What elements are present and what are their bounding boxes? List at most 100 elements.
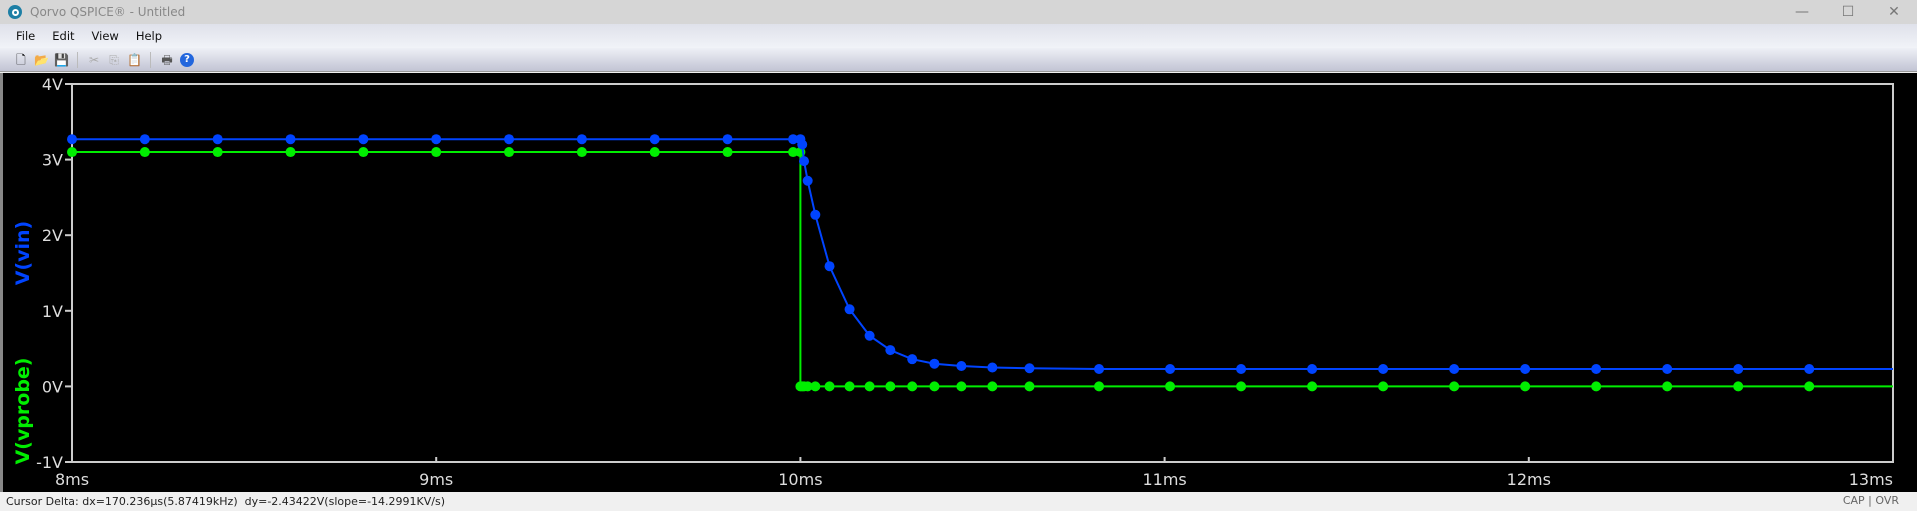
status-bar: Cursor Delta: dx=170.236µs(5.87419kHz) d… <box>0 492 1917 511</box>
data-point <box>431 134 442 145</box>
data-point <box>1804 381 1815 392</box>
series-line-vprobe <box>72 151 1893 388</box>
toolbar: 🗋 📂 💾 ✂ ⎘ 📋 🖶 ? <box>0 48 1917 72</box>
data-point <box>810 209 821 220</box>
data-point <box>67 147 77 158</box>
menu-bar: File Edit View Help <box>0 24 1917 48</box>
data-point <box>1804 364 1815 375</box>
data-point <box>824 261 835 272</box>
title-bar: Qorvo QSPICE® - Untitled — ☐ ✕ <box>0 0 1917 24</box>
x-tick-label: 10ms <box>778 470 822 489</box>
data-point <box>1520 381 1531 392</box>
data-point <box>1520 364 1531 375</box>
x-tick-label: 13ms <box>1849 470 1893 489</box>
data-point <box>929 381 940 392</box>
data-point <box>504 147 515 158</box>
data-point <box>1307 364 1318 375</box>
data-point <box>885 381 896 392</box>
data-point <box>67 134 77 145</box>
data-point <box>987 362 998 373</box>
data-point <box>797 139 808 150</box>
paste-icon[interactable]: 📋 <box>127 52 142 67</box>
data-point <box>649 147 660 158</box>
data-point <box>1236 381 1247 392</box>
print-icon[interactable]: 🖶 <box>161 52 173 67</box>
data-point <box>1378 364 1389 375</box>
cut-icon[interactable]: ✂ <box>88 52 100 67</box>
data-point <box>1733 364 1744 375</box>
y-tick-label: 2V <box>42 226 63 245</box>
help-icon[interactable]: ? <box>180 52 194 67</box>
data-point <box>139 147 150 158</box>
menu-edit[interactable]: Edit <box>52 29 75 43</box>
data-point <box>799 156 810 167</box>
data-point <box>1591 381 1602 392</box>
menu-view[interactable]: View <box>91 29 119 43</box>
waveform-chart: -1V 0V 1V 2V 3V 4V 8ms 9ms 10ms 11ms 12ms 13ms V(vi… <box>12 75 1894 489</box>
new-file-icon[interactable]: 🗋 <box>16 52 26 67</box>
y-tick-label: 1V <box>42 302 63 321</box>
data-point <box>956 381 967 392</box>
data-point <box>1449 381 1460 392</box>
data-point <box>576 134 587 145</box>
data-point <box>1165 381 1176 392</box>
save-icon[interactable]: 💾 <box>54 52 69 67</box>
plot-frame <box>71 83 1894 463</box>
close-button[interactable]: ✕ <box>1888 4 1900 20</box>
menu-help[interactable]: Help <box>135 29 163 43</box>
data-point <box>864 330 875 341</box>
toolbar-separator <box>150 51 151 68</box>
x-tick-label: 12ms <box>1507 470 1551 489</box>
data-point <box>1378 381 1389 392</box>
data-point <box>212 134 223 145</box>
data-point <box>1024 363 1035 374</box>
legend-vin[interactable]: V(vin) <box>12 221 34 286</box>
data-point <box>907 381 918 392</box>
data-point <box>1591 364 1602 375</box>
data-point <box>864 381 875 392</box>
data-point <box>1662 381 1673 392</box>
data-point <box>722 134 733 145</box>
maximize-button[interactable]: ☐ <box>1841 4 1855 20</box>
menu-file[interactable]: File <box>16 29 36 43</box>
data-point <box>649 134 660 145</box>
data-point <box>802 381 813 392</box>
toolbar-separator <box>77 51 78 68</box>
y-tick-label: 0V <box>42 377 63 396</box>
waveform-plot[interactable]: -1V 0V 1V 2V 3V 4V 8ms 9ms 10ms 11ms 12ms 13ms V(vi… <box>0 73 1917 492</box>
data-point <box>929 358 940 369</box>
data-point <box>788 134 799 145</box>
data-point <box>1094 364 1105 375</box>
data-point <box>956 360 967 371</box>
cursor-delta-readout: Cursor Delta: dx=170.236µs(5.87419kHz) d… <box>6 495 446 508</box>
data-point <box>824 381 835 392</box>
data-point <box>1662 364 1673 375</box>
data-point <box>576 147 587 158</box>
copy-icon[interactable]: ⎘ <box>109 52 119 67</box>
data-point <box>722 147 733 158</box>
data-point <box>285 134 296 145</box>
data-point <box>987 381 998 392</box>
data-point <box>810 381 821 392</box>
app-logo-icon <box>8 5 22 19</box>
minimize-button[interactable]: — <box>1795 4 1809 20</box>
data-point <box>844 381 855 392</box>
data-point <box>1307 381 1318 392</box>
data-point <box>907 354 918 365</box>
data-point <box>844 304 855 315</box>
data-point <box>802 175 813 186</box>
caps-lock-indicator: CAP <box>1842 494 1865 507</box>
data-point <box>1094 381 1105 392</box>
data-point <box>1165 364 1176 375</box>
data-point <box>1449 364 1460 375</box>
open-folder-icon[interactable]: 📂 <box>34 52 49 67</box>
data-point <box>1236 364 1247 375</box>
series-line-vin <box>72 138 1893 371</box>
overwrite-indicator: OVR <box>1875 494 1899 507</box>
data-point <box>504 134 515 145</box>
legend-vprobe[interactable]: V(vprobe) <box>12 358 34 465</box>
data-point <box>139 134 150 145</box>
data-point <box>1024 381 1035 392</box>
x-tick-label: 9ms <box>419 470 453 489</box>
y-tick-label: 3V <box>42 151 63 170</box>
